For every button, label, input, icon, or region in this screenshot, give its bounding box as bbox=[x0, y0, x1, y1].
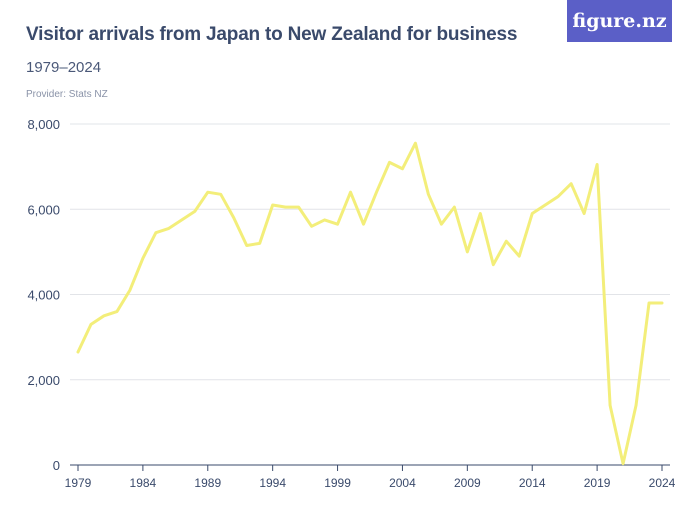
x-tick-label: 2009 bbox=[454, 476, 481, 490]
x-tick-label: 1999 bbox=[324, 476, 351, 490]
x-tick-label: 2024 bbox=[649, 476, 676, 490]
chart-title: Visitor arrivals from Japan to New Zeala… bbox=[26, 24, 518, 45]
x-tick-label: 1979 bbox=[65, 476, 92, 490]
provider-note: Provider: Stats NZ bbox=[26, 89, 108, 100]
gridlines bbox=[70, 123, 670, 381]
series-line bbox=[76, 141, 664, 466]
x-tick-label: 2019 bbox=[584, 476, 611, 490]
y-tick-label: 4,000 bbox=[27, 288, 60, 303]
x-tick-label: 1994 bbox=[259, 476, 286, 490]
chart-subtitle: 1979–2024 bbox=[26, 59, 102, 76]
y-tick-label: 0 bbox=[53, 458, 60, 473]
y-tick-label: 8,000 bbox=[27, 117, 60, 132]
y-tick-label: 6,000 bbox=[27, 202, 60, 217]
y-tick-label: 2,000 bbox=[27, 373, 60, 388]
y-axis-ticks: 0 2,000 4,000 6,000 8,000 bbox=[27, 117, 60, 473]
series-layer bbox=[76, 141, 664, 466]
figure-nz-logo[interactable]: figure.nz bbox=[567, 0, 672, 42]
x-axis: 1979 1984 1989 1994 1999 2004 2009 2014 2019 2024 bbox=[65, 464, 676, 490]
x-tick-label: 1984 bbox=[130, 476, 157, 490]
x-tick-label: 2004 bbox=[389, 476, 416, 490]
x-tick-label: 1989 bbox=[194, 476, 221, 490]
x-tick-label: 2014 bbox=[519, 476, 546, 490]
